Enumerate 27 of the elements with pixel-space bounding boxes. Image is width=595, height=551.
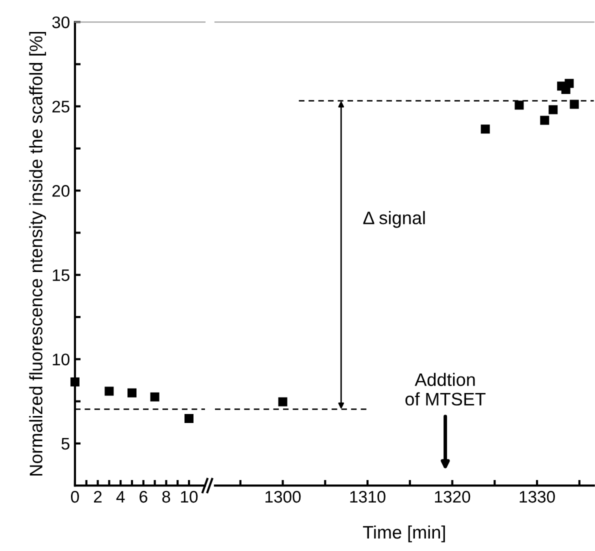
y-tick-label: 25	[52, 100, 70, 113]
x-tick-label: 1310	[350, 490, 386, 503]
annotation: Δ signal	[363, 211, 425, 228]
y-tick-label: 15	[52, 269, 70, 282]
x-tick-label: 4	[116, 491, 125, 503]
x-tick-label: 1330	[520, 490, 555, 503]
x-axis-title: Time [min]	[363, 525, 445, 542]
point	[540, 116, 550, 125]
point	[514, 100, 524, 110]
point	[480, 124, 490, 134]
y-tick-label: 10	[52, 354, 70, 366]
annotation: Addtion of MTSET	[405, 372, 486, 406]
x-tick-label: 6	[140, 490, 148, 503]
x-tick-label: 1320	[435, 490, 470, 503]
y-axis-title: Normalized fluorescence ntensity inside the scaffold [%]	[29, 32, 46, 476]
x-tick-label: 2	[94, 490, 102, 503]
point	[278, 397, 288, 406]
y-tick-label: 20	[52, 185, 70, 197]
point	[570, 100, 579, 109]
x-tick-label: 8	[162, 490, 170, 503]
x-tick-label: 10	[181, 490, 198, 503]
x-tick-label: 1300	[266, 490, 301, 503]
y-tick-label: 5	[62, 438, 70, 450]
point	[548, 105, 558, 114]
y-tick-label: 30	[52, 16, 70, 28]
x-tick-label: 0	[70, 490, 79, 503]
point	[564, 78, 574, 88]
